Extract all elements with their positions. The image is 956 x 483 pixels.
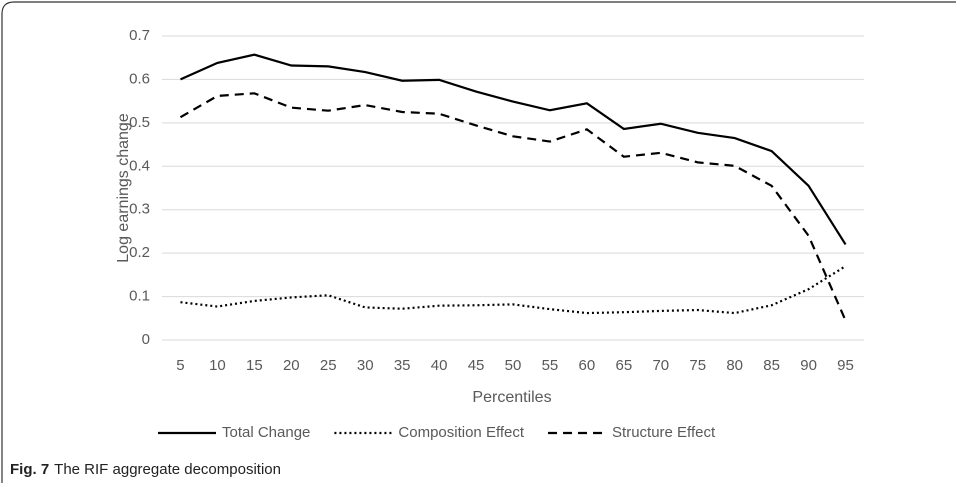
x-tick-label: 85 [763,357,780,374]
y-tick-label: 0 [142,331,150,348]
x-tick-label: 70 [652,357,669,374]
y-tick-label: 0.7 [129,27,150,44]
series-line [180,265,847,315]
y-tick-label: 0.6 [129,70,150,87]
x-tick-label: 50 [505,357,522,374]
x-tick-label: 20 [283,357,300,374]
series-line [180,53,847,246]
legend-label: Composition Effect [398,424,524,441]
x-tick-label: 80 [726,357,743,374]
x-tick-label: 30 [357,357,374,374]
x-tick-label: 40 [431,357,448,374]
legend-label: Total Change [222,424,310,441]
x-tick-label: 45 [468,357,485,374]
x-tick-label: 25 [320,357,337,374]
legend-label: Structure Effect [612,424,716,441]
caption: Fig. 7 The RIF aggregate decomposition [10,461,281,478]
y-tick-label: 0.4 [129,157,150,174]
x-tick-label: 15 [246,357,263,374]
x-tick-label: 90 [800,357,817,374]
caption-label: Fig. 7 [10,461,49,478]
x-tick-label: 65 [615,357,632,374]
y-tick-label: 0.1 [129,288,150,305]
x-tick-label: 5 [176,357,184,374]
y-tick-label: 0.3 [129,201,150,218]
x-tick-label: 10 [209,357,226,374]
caption-text: The RIF aggregate decomposition [54,461,281,478]
x-tick-label: 55 [542,357,559,374]
x-tick-label: 75 [689,357,706,374]
series-line [179,92,847,321]
x-tick-label: 60 [579,357,596,374]
y-tick-label: 0.5 [129,114,150,131]
x-tick-label: 35 [394,357,411,374]
x-axis-label: Percentiles [472,389,551,406]
x-tick-label: 95 [837,357,854,374]
y-axis-label: Log earnings change [115,113,132,263]
y-tick-label: 0.2 [129,244,150,261]
